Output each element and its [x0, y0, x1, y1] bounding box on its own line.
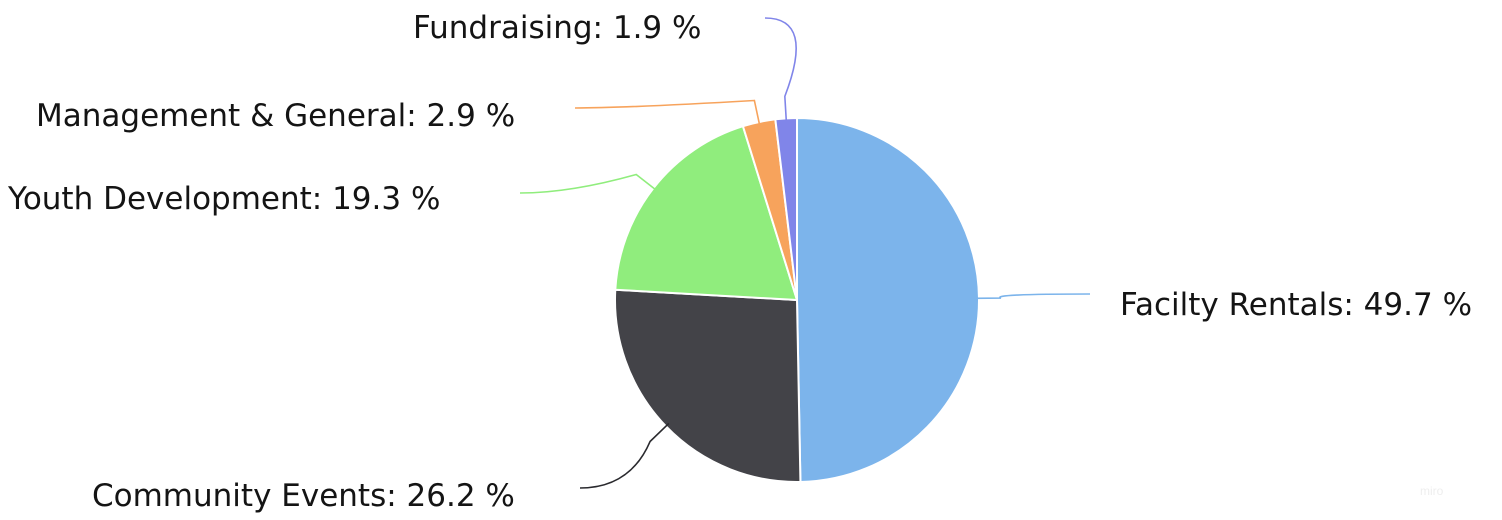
watermark: miro: [1420, 484, 1444, 498]
slice-label-management-general: Management & General: 2.9 %: [36, 98, 515, 134]
pie-slice-facilty-rentals: [796, 117, 980, 483]
slice-label-fundraising: Fundraising: 1.9 %: [413, 10, 701, 46]
pie-slices: [614, 117, 980, 483]
slice-label-community-events: Community Events: 26.2 %: [92, 478, 515, 514]
pie-labels: Facilty Rentals: 49.7 % Community Events…: [7, 10, 1472, 514]
pie-connector-community-events: [579, 422, 670, 489]
pie-connector-management-general: [574, 99, 761, 127]
pie-slice-community-events: [614, 288, 802, 483]
slice-label-youth-development: Youth Development: 19.3 %: [7, 181, 440, 217]
slice-label-facilty-rentals: Facilty Rentals: 49.7 %: [1120, 287, 1472, 323]
pie-connector-facilty-rentals: [974, 293, 1091, 300]
pie-connector-fundraising: [764, 17, 797, 123]
pie-connectors: [519, 17, 1091, 489]
pie-connector-youth-development: [519, 173, 658, 194]
